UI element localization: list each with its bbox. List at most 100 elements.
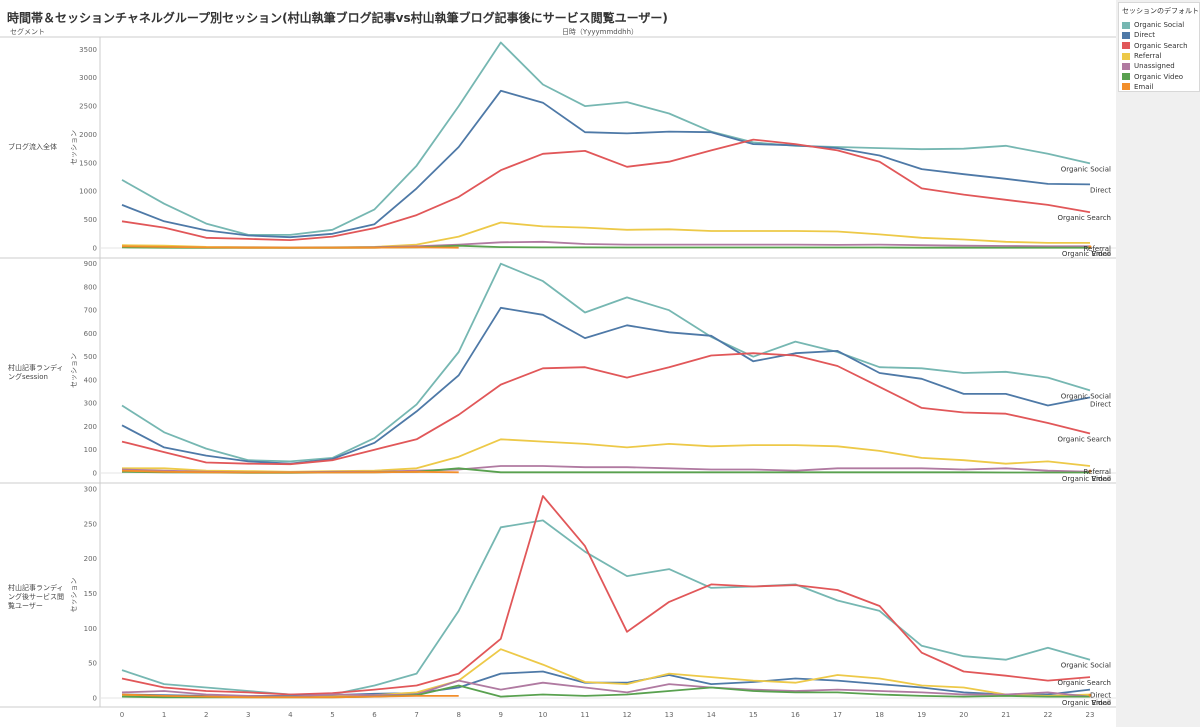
series-point xyxy=(1088,245,1092,249)
y-tick-label: 250 xyxy=(84,520,97,528)
legend-swatch xyxy=(1122,52,1130,60)
legend-item-organic-search[interactable]: Organic Search xyxy=(1119,41,1199,51)
legend-item-email[interactable]: Email xyxy=(1119,82,1199,92)
y-tick-label: 0 xyxy=(93,245,97,253)
x-tick-label: 17 xyxy=(833,711,842,719)
legend-item-direct[interactable]: Direct xyxy=(1119,30,1199,40)
x-tick-label: 5 xyxy=(330,711,334,719)
x-tick-label: 9 xyxy=(499,711,503,719)
series-end-label: Email xyxy=(1092,475,1111,483)
series-end-label: Organic Search xyxy=(1057,679,1111,687)
segment-label-1: ブログ流入全体 xyxy=(8,143,57,151)
series-line xyxy=(121,89,1091,239)
chart-title: 時間帯＆セッションチャネルグループ別セッション(村山執筆ブログ記事vs村山執筆ブ… xyxy=(7,11,668,25)
line-charts: 0 1 2 3 4 5 6 7 8 9 10 11 12 13 14 15 16 17 18 19 20 21 22 2305… xyxy=(0,36,1116,719)
series-end-label: Referral xyxy=(1084,245,1112,253)
y-tick-label: 400 xyxy=(84,376,97,384)
series-line xyxy=(121,138,1091,242)
x-tick-label: 16 xyxy=(791,711,800,719)
segment-header: セグメント xyxy=(10,28,45,36)
y-tick-label: 100 xyxy=(84,625,97,633)
legend-title: セッションのデフォルト... xyxy=(1122,7,1199,15)
y-tick-label: 3500 xyxy=(79,46,97,54)
series-line xyxy=(121,306,1091,465)
y-tick-label: 500 xyxy=(84,353,97,361)
series-end-label: Organic Video xyxy=(1062,475,1111,483)
y-tick-label: 2500 xyxy=(79,103,97,111)
series-end-label: Referral xyxy=(1084,468,1112,476)
x-tick-label: 14 xyxy=(707,711,716,719)
series-line xyxy=(121,245,459,249)
x-tick-label: 2 xyxy=(204,711,208,719)
y-tick-label: 600 xyxy=(84,330,97,338)
legend[interactable]: セッションのデフォルト... Organic Social Direct Org… xyxy=(1118,2,1200,92)
series-end-label: Organic Video xyxy=(1062,699,1111,707)
series-line xyxy=(121,262,1091,463)
x-tick-label: 18 xyxy=(875,711,884,719)
legend-swatch xyxy=(1122,83,1130,91)
series-end-label: Direct xyxy=(1090,186,1111,194)
y-tick-label: 700 xyxy=(84,307,97,315)
x-tick-label: 0 xyxy=(120,711,124,719)
series-end-label: Organic Video xyxy=(1062,250,1111,258)
legend-item-organic-video[interactable]: Organic Video xyxy=(1119,71,1199,81)
x-tick-label: 13 xyxy=(665,711,674,719)
y-tick-label: 900 xyxy=(84,260,97,268)
legend-item-organic-social[interactable]: Organic Social xyxy=(1119,20,1199,30)
y-tick-label: 200 xyxy=(84,423,97,431)
y-tick-label: 200 xyxy=(84,555,97,563)
legend-swatch xyxy=(1122,31,1130,39)
x-tick-label: 20 xyxy=(959,711,968,719)
legend-label: Organic Social xyxy=(1134,21,1185,30)
y-tick-label: 0 xyxy=(93,695,97,703)
x-tick-label: 8 xyxy=(456,711,460,719)
series-line xyxy=(121,693,459,699)
y-tick-label: 800 xyxy=(84,283,97,291)
series-end-label: Organic Social xyxy=(1061,662,1111,670)
chart-area: 時間帯＆セッションチャネルグループ別セッション(村山執筆ブログ記事vs村山執筆ブ… xyxy=(0,0,1116,727)
y-tick-label: 300 xyxy=(84,486,97,494)
x-tick-label: 23 xyxy=(1086,711,1095,719)
series-line xyxy=(121,495,1091,696)
legend-label: Direct xyxy=(1134,31,1155,40)
x-tick-label: 10 xyxy=(538,711,547,719)
x-tick-label: 3 xyxy=(246,711,250,719)
legend-swatch xyxy=(1122,73,1130,81)
legend-item-referral[interactable]: Referral xyxy=(1119,51,1199,61)
y-tick-label: 3000 xyxy=(79,74,97,82)
series-end-label: Direct xyxy=(1090,400,1111,408)
segment-label-3: 村山記事ランディング後サービス閲覧ユーザー xyxy=(8,584,64,610)
x-tick-label: 12 xyxy=(623,711,632,719)
y-tick-label: 2000 xyxy=(79,131,97,139)
series-end-label: Organic Search xyxy=(1057,214,1111,222)
legend-label: Unassigned xyxy=(1134,62,1175,71)
y-tick-label: 150 xyxy=(84,590,97,598)
x-tick-label: 21 xyxy=(1001,711,1010,719)
legend-label: Organic Search xyxy=(1134,41,1188,50)
y-tick-label: 1500 xyxy=(79,159,97,167)
x-tick-label: 4 xyxy=(288,711,293,719)
y-tick-label: 500 xyxy=(84,216,97,224)
series-line xyxy=(121,519,1091,696)
y-axis-title: セッション xyxy=(70,578,78,613)
x-tick-label: 1 xyxy=(162,711,166,719)
legend-item-unassigned[interactable]: Unassigned xyxy=(1119,61,1199,71)
legend-label: Referral xyxy=(1134,52,1162,61)
y-tick-label: 0 xyxy=(93,470,97,478)
segment-label-2: 村山記事ランディングsession xyxy=(8,364,64,381)
legend-label: Email xyxy=(1134,82,1154,91)
series-end-label: Organic Search xyxy=(1057,435,1111,443)
y-axis-title: セッション xyxy=(70,353,78,388)
x-tick-label: 15 xyxy=(749,711,758,719)
legend-swatch xyxy=(1122,42,1130,50)
y-axis-title: セッション xyxy=(70,130,78,165)
series-line xyxy=(121,469,459,474)
legend-swatch xyxy=(1122,62,1130,70)
series-end-label: Direct xyxy=(1090,692,1111,700)
series-end-label: Email xyxy=(1092,250,1111,258)
x-tick-label: 19 xyxy=(917,711,926,719)
series-end-label: Organic Social xyxy=(1061,392,1111,400)
y-tick-label: 300 xyxy=(84,400,97,408)
series-point xyxy=(1088,469,1092,473)
